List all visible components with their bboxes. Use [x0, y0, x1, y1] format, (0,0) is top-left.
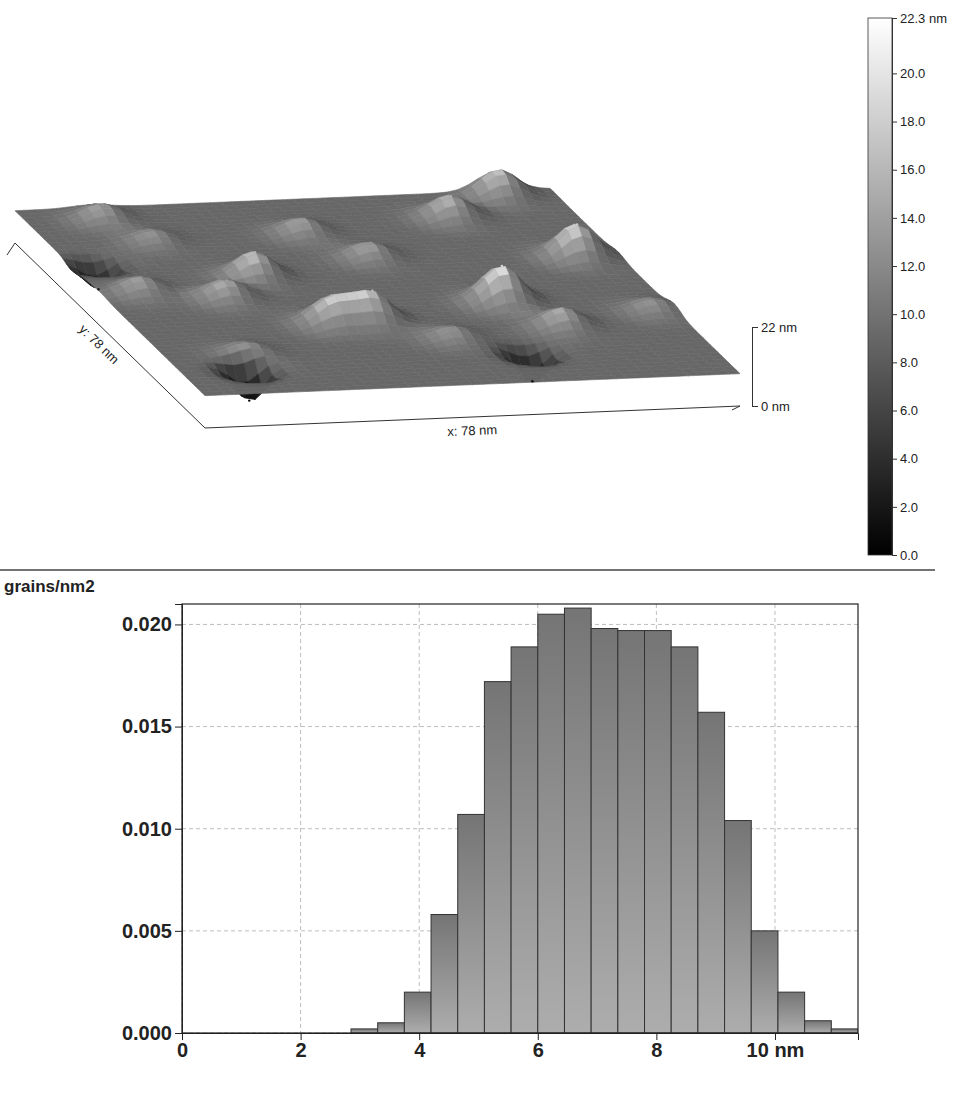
axis-end-tick — [732, 406, 740, 410]
surface-panel: x: 78 nmy: 78 nm0 nm22 nm0.02.04.06.08.0… — [7, 11, 947, 563]
surface-cell — [52, 246, 66, 250]
surface-cell — [55, 250, 69, 254]
surface-axes — [7, 243, 740, 428]
surface-mesh — [15, 170, 740, 399]
y-axis-line — [15, 243, 205, 428]
axis-end-tick — [7, 243, 15, 255]
page: x: 78 nmy: 78 nm0 nm22 nm0.02.04.06.08.0… — [0, 0, 970, 1096]
